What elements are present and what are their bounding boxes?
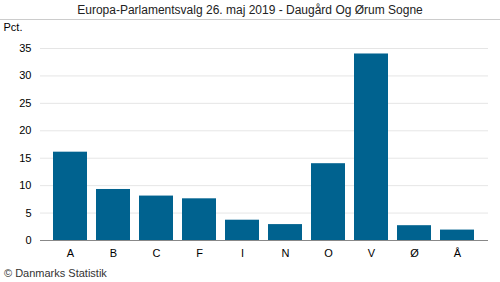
svg-text:30: 30 <box>19 69 31 81</box>
svg-text:O: O <box>324 247 333 259</box>
svg-text:20: 20 <box>19 124 31 136</box>
svg-text:N: N <box>282 247 290 259</box>
svg-text:F: F <box>196 247 203 259</box>
svg-text:V: V <box>368 247 376 259</box>
svg-text:Pct.: Pct. <box>4 21 23 33</box>
svg-text:C: C <box>153 247 161 259</box>
svg-text:15: 15 <box>19 152 31 164</box>
html-text:Europa-Parlamentsvalg 26. maj: Europa-Parlamentsvalg 26. maj 2019 - Dau… <box>77 3 423 17</box>
svg-text:5: 5 <box>25 207 31 219</box>
html-text:© Danmarks Statistik: © Danmarks Statistik <box>4 267 107 279</box>
svg-text:10: 10 <box>19 179 31 191</box>
svg-text:35: 35 <box>19 42 31 54</box>
svg-text:Ø: Ø <box>410 247 419 259</box>
svg-text:B: B <box>110 247 117 259</box>
svg-text:0: 0 <box>25 234 31 246</box>
svg-text:25: 25 <box>19 97 31 109</box>
svg-text:A: A <box>67 247 75 259</box>
svg-text:Å: Å <box>454 247 462 259</box>
svg-text:I: I <box>241 247 244 259</box>
